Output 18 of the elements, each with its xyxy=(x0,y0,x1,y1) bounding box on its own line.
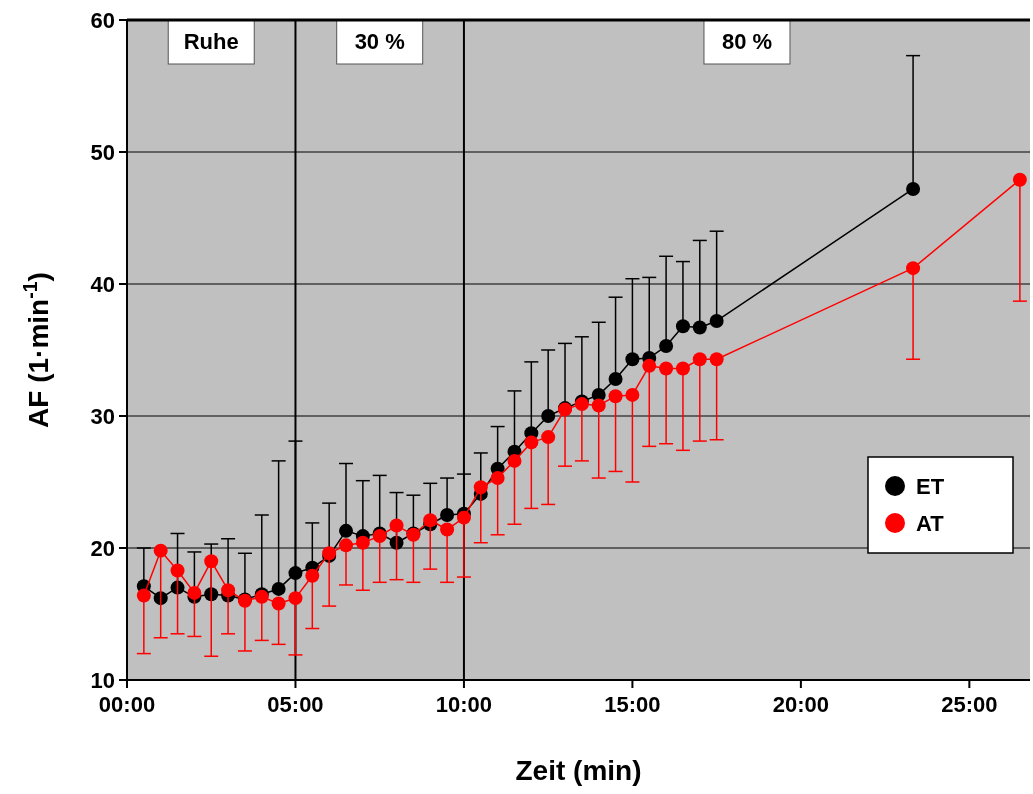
y-tick-label: 50 xyxy=(90,139,115,165)
y-tick-label: 30 xyxy=(90,403,115,429)
x-tick-label: 15:00 xyxy=(604,692,661,717)
x-tick-label: 10:00 xyxy=(435,692,493,717)
x-tick-label: 20:00 xyxy=(772,692,830,717)
x-axis-title: Zeit (min) xyxy=(515,755,642,786)
y-tick-label: 60 xyxy=(90,7,115,33)
annotation: 80 % xyxy=(721,28,773,54)
legend-label: ET xyxy=(916,473,945,499)
annotation: Ruhe xyxy=(183,28,239,54)
y-tick-label: 20 xyxy=(90,535,115,561)
y-tick-label: 40 xyxy=(90,271,115,297)
x-tick-label: 00:00 xyxy=(98,692,156,717)
y-tick-label: 10 xyxy=(90,667,115,693)
annotation: 30 % xyxy=(354,28,405,54)
x-tick-label: 25:00 xyxy=(941,692,998,717)
legend-label: AT xyxy=(916,510,945,536)
x-tick-label: 05:00 xyxy=(267,692,324,717)
